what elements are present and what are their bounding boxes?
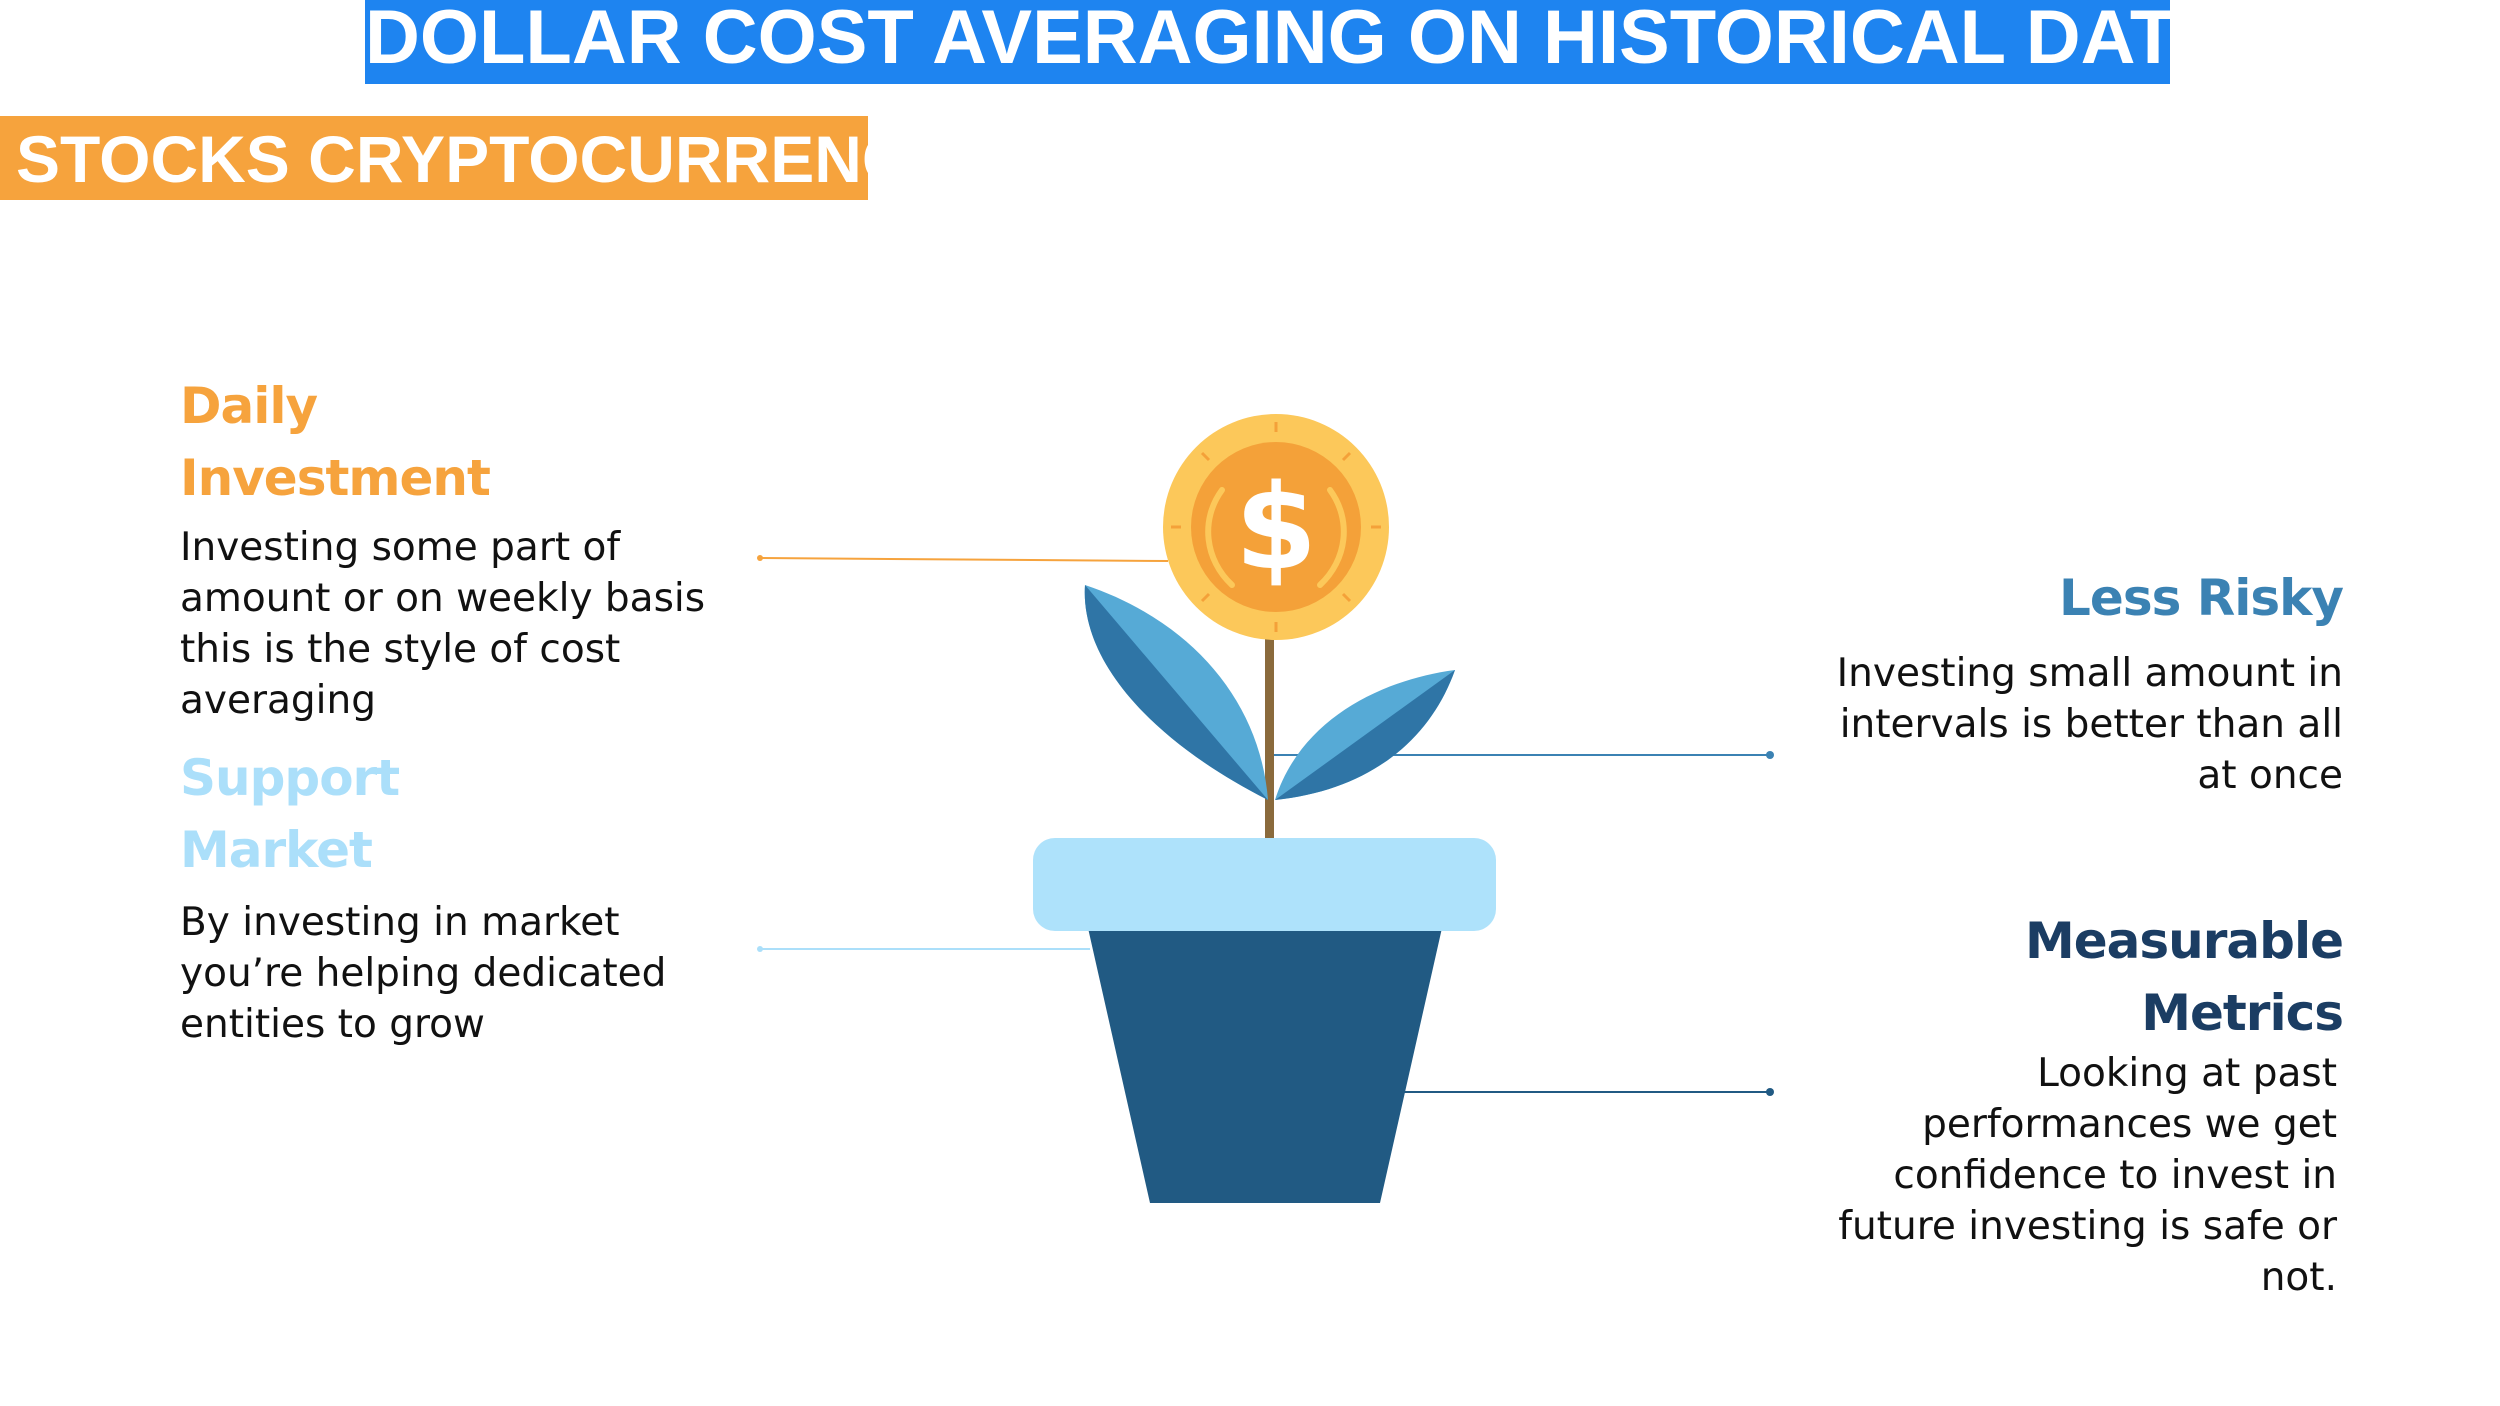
text-daily-investment: Investing some part of amount or on week… <box>180 522 705 726</box>
text-line: not. <box>2260 1255 2337 1300</box>
heading-less-risky: Less Risky <box>2059 562 2344 634</box>
text-line: Investing small amount in <box>1836 651 2343 696</box>
heading-measurable-metrics-line2: Metrics <box>2141 984 2344 1042</box>
left-leaf-shade <box>1084 585 1268 800</box>
text-line: averaging <box>180 678 376 723</box>
coin-rays <box>1171 422 1381 632</box>
coin-dollar-symbol: $ <box>1235 458 1317 596</box>
pot-rim <box>1033 838 1496 931</box>
right-leaf-shade <box>1275 670 1455 800</box>
text-less-risky: Investing small amount in intervals is b… <box>1837 648 2343 801</box>
text-line: amount or on weekly basis <box>180 576 706 621</box>
heading-support-market-line2: Market <box>180 821 373 879</box>
heading-daily-investment: Daily Investment <box>180 370 491 514</box>
heading-daily-investment-line2: Investment <box>180 449 491 507</box>
text-line: Investing some part of <box>180 525 621 570</box>
text-line: entities to grow <box>180 1002 485 1047</box>
text-line: Looking at past <box>2037 1051 2337 1096</box>
text-line: at once <box>2197 753 2343 798</box>
connector-dot-less-risky <box>1766 751 1774 759</box>
text-support-market: By investing in market you’re helping de… <box>180 897 666 1050</box>
text-measurable-metrics: Looking at past performances we get conf… <box>1838 1048 2337 1303</box>
pot-body <box>1088 928 1442 1203</box>
heading-measurable-metrics: Measurable Metrics <box>2024 905 2344 1049</box>
coin-laurel <box>1205 487 1347 588</box>
page-subtitle: STOCKS CRYPTOCURRENCY <box>0 116 868 200</box>
connector-dot-support-market <box>757 946 763 952</box>
heading-daily-investment-line1: Daily <box>180 377 318 435</box>
connector-dot-measurable-metrics <box>1766 1088 1774 1096</box>
text-line: intervals is better than all <box>1839 702 2343 747</box>
page-title: DOLLAR COST AVERAGING ON HISTORICAL DATA <box>365 0 2170 84</box>
heading-support-market: Support Market <box>180 742 400 886</box>
heading-measurable-metrics-line1: Measurable <box>2024 912 2344 970</box>
heading-less-risky-line1: Less Risky <box>2059 569 2344 627</box>
plant-stem <box>1265 620 1274 842</box>
text-line: performances we get <box>1922 1102 2337 1147</box>
coin-inner <box>1191 442 1361 612</box>
text-line: By investing in market <box>180 900 620 945</box>
connector-dot-daily-investment <box>757 555 763 561</box>
connector-daily-investment <box>759 557 1169 562</box>
text-line: confidence to invest in <box>1893 1153 2337 1198</box>
heading-support-market-line1: Support <box>180 749 400 807</box>
text-line: future investing is safe or <box>1838 1204 2337 1249</box>
text-line: you’re helping dedicated <box>180 951 667 996</box>
text-line: this is the style of cost <box>180 627 621 672</box>
